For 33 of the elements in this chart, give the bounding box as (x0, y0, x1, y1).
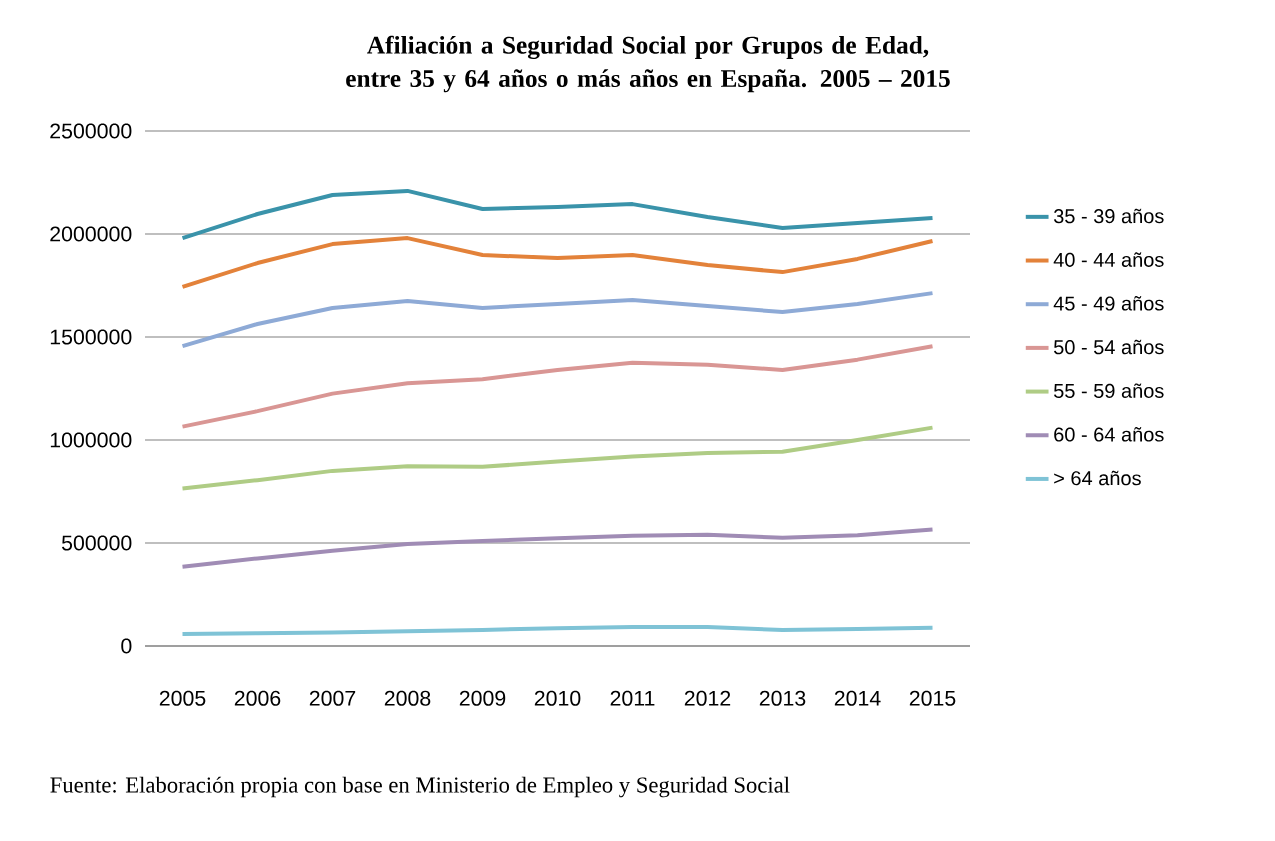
x-tick-label: 2011 (610, 690, 655, 706)
y-tick-label: 500000 (61, 535, 132, 551)
line-series (180, 425, 935, 491)
x-tick-label: 2006 (234, 690, 281, 706)
legend-label: 45 - 49 años (1053, 296, 1164, 311)
x-tick-label: 2015 (909, 690, 956, 706)
y-tick-label: 0 (121, 638, 132, 654)
y-tick-label: 2500000 (50, 123, 132, 139)
y-tick-label: 1000000 (50, 432, 132, 448)
x-tick-label: 2014 (834, 690, 881, 706)
y-tick-label: 2000000 (50, 226, 132, 242)
x-tick-label: 2008 (384, 690, 431, 706)
line-series (180, 527, 935, 569)
legend-label: 35 - 39 años (1053, 208, 1164, 224)
line-series (180, 188, 935, 241)
x-tick-label: 2012 (684, 690, 731, 706)
line-series (180, 291, 935, 349)
legend-label: 50 - 54 años (1053, 339, 1164, 355)
legend-label: > 64 años (1054, 470, 1141, 486)
y-tick-label: 1500000 (50, 329, 132, 345)
x-tick-label: 2010 (534, 690, 581, 706)
x-tick-label: 2013 (759, 690, 806, 706)
legend-label: 60 - 64 años (1054, 427, 1164, 442)
legend-label: 55 - 59 años (1053, 383, 1164, 398)
line-series (180, 236, 935, 289)
source-note: Fuente: Elaboración propia con base en Ministerio de Empleo y Seguridad Social (50, 776, 790, 798)
x-tick-label: 2007 (309, 690, 356, 706)
chart-title: Afiliación a Seguridad Social por Grupos de Edad, entre 35 y 64 años o más años en España. 2005 – 2015 (346, 35, 950, 93)
x-tick-label: 2009 (459, 690, 506, 706)
x-tick-label: 2005 (159, 690, 206, 706)
line-series (180, 344, 935, 429)
line-series (180, 625, 935, 637)
legend-label: 40 - 44 años (1053, 252, 1164, 267)
